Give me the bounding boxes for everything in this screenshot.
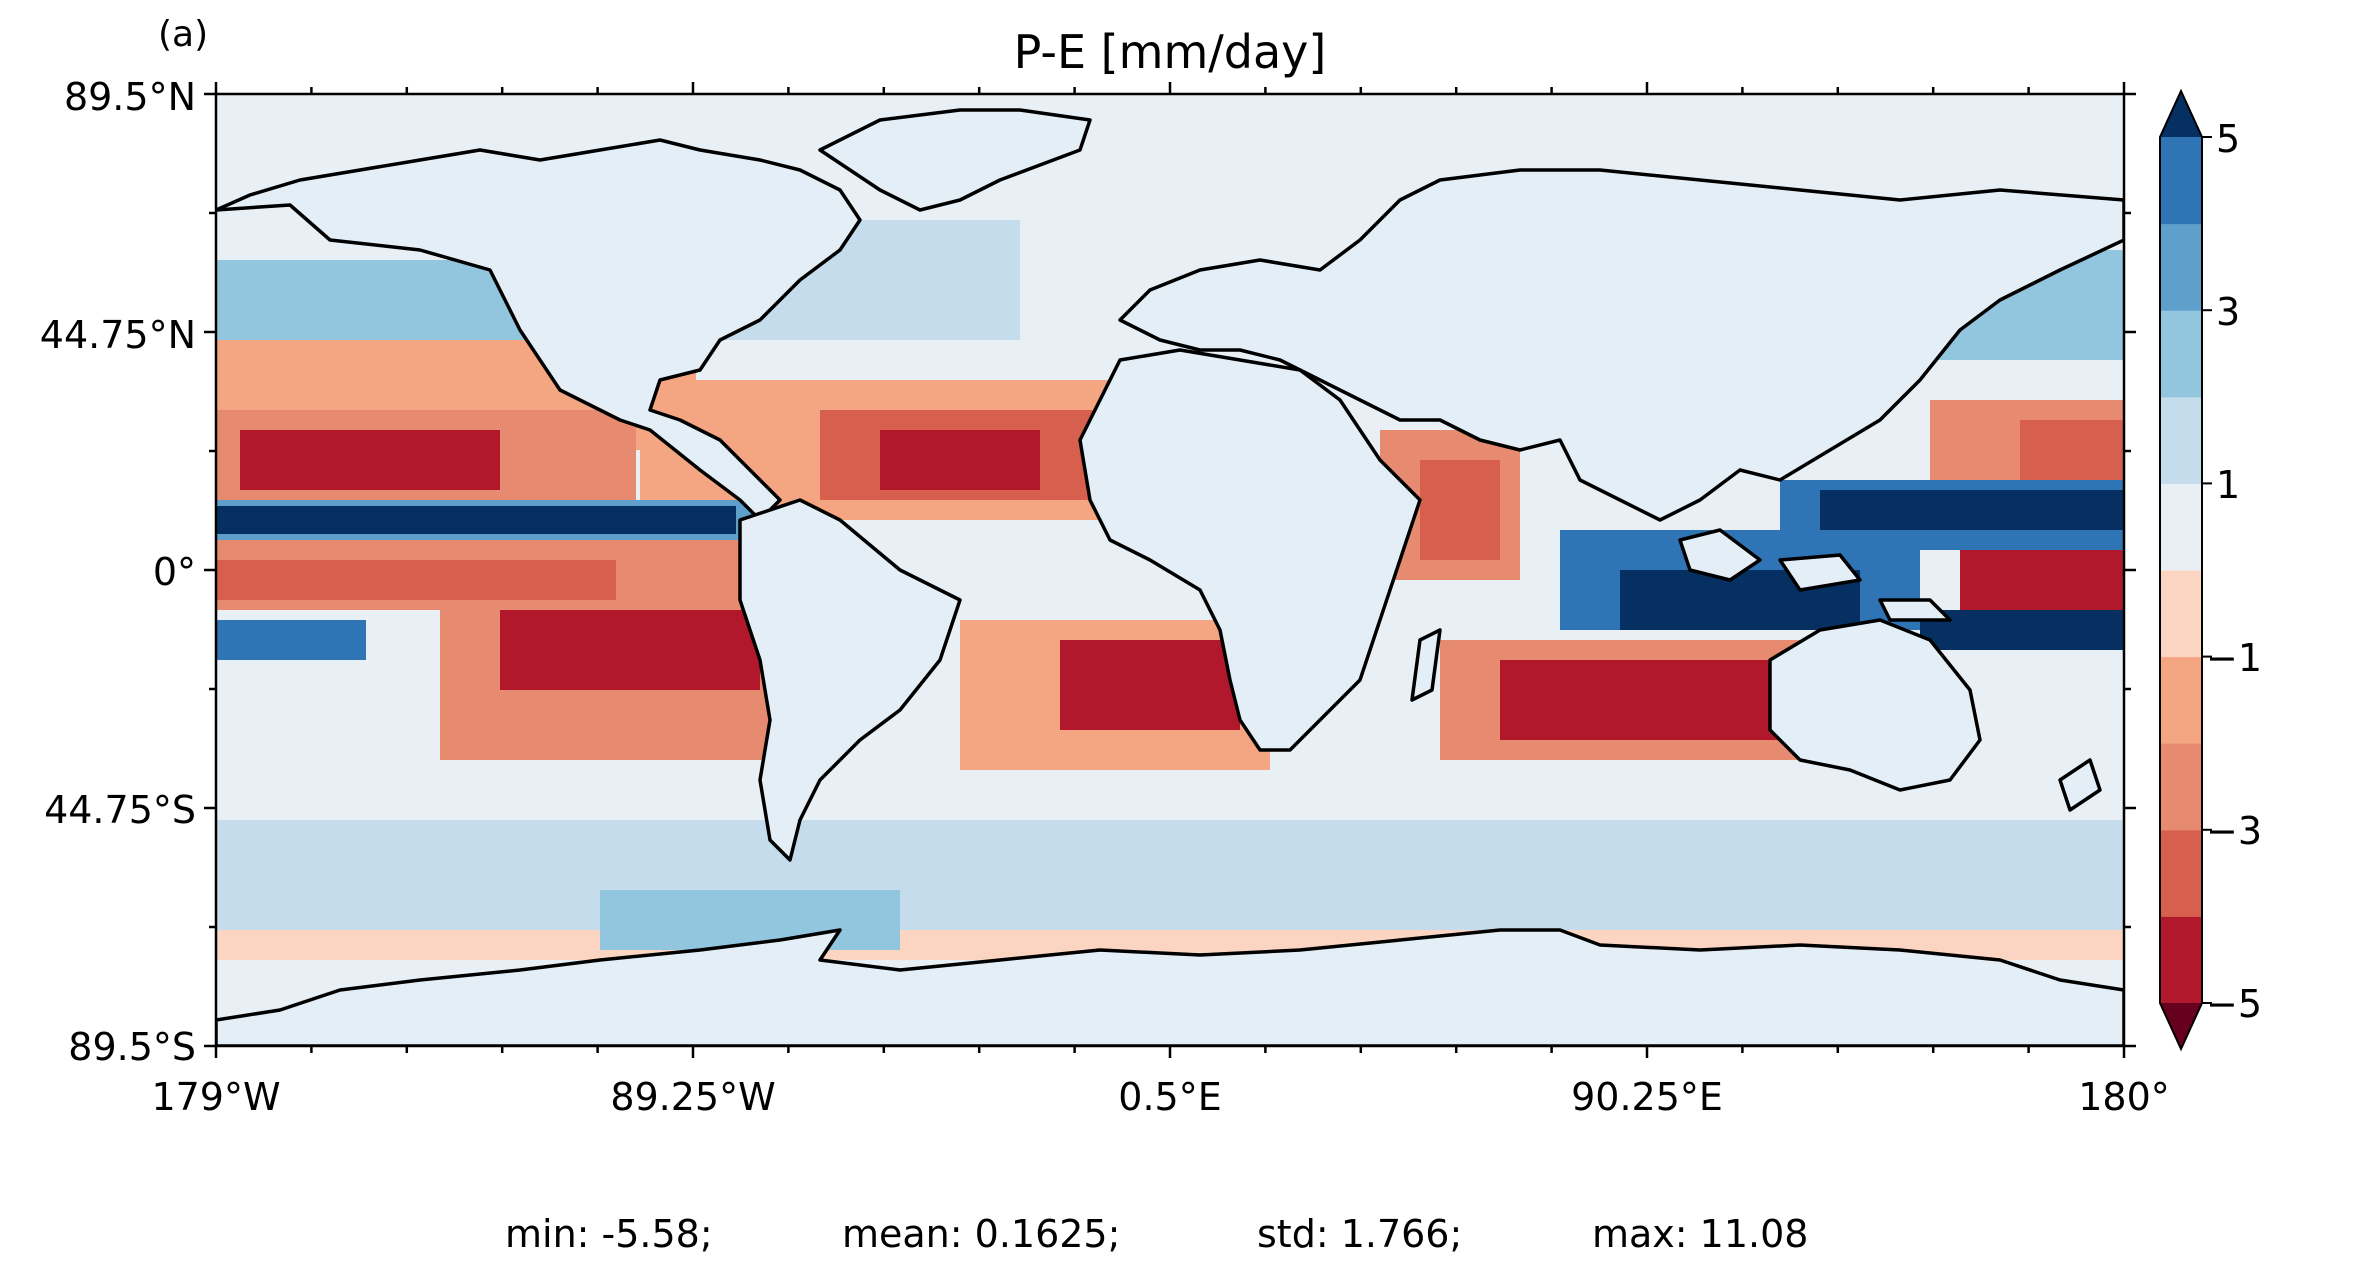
colorbar-segment: [2160, 396, 2202, 484]
colorbar: [2159, 88, 2212, 1052]
y-tick-label: 44.75°N: [40, 313, 196, 357]
colorbar-segment: [2160, 137, 2202, 225]
colorbar-tick-label: 5: [2216, 117, 2240, 161]
x-tick-label: 90.25°E: [1571, 1075, 1723, 1119]
colorbar-tick-label: 3: [2216, 290, 2240, 334]
australia-coast: [1768, 618, 1982, 792]
colorbar-segment: [2160, 916, 2202, 1004]
colorbar-tick-label: 1: [2216, 463, 2240, 507]
y-tick-label: 89.5°S: [68, 1025, 196, 1069]
colorbar-over-extension: [2160, 91, 2202, 137]
colorbar-segment: [2160, 310, 2202, 398]
stat-mean: mean: 0.1625;: [842, 1212, 1120, 1256]
colorbar-segment: [2160, 829, 2202, 917]
colorbar-segment: [2160, 223, 2202, 311]
stat-std: std: 1.766;: [1257, 1212, 1462, 1256]
colorbar-tick-label: −1: [2206, 636, 2262, 680]
greenland-coast: [818, 108, 1092, 212]
stat-max: max: 11.08: [1592, 1212, 1808, 1256]
statistics-line: min: -5.58; mean: 0.1625; std: 1.766; ma…: [505, 1212, 1808, 1256]
map-area: [216, 94, 2124, 1046]
north-america-coast: [216, 138, 862, 522]
map-ticks: [204, 82, 2136, 1058]
new-zealand-coast: [2058, 758, 2102, 812]
south-america-coast: [738, 498, 962, 862]
map-title: P-E [mm/day]: [1014, 25, 1327, 79]
colorbar-labels: 5 3 1 −1 −3 −5: [2206, 117, 2262, 1026]
colorbar-tick-label: −3: [2206, 809, 2262, 853]
madagascar-coast: [1410, 628, 1442, 702]
colorbar-segment: [2160, 570, 2202, 658]
y-tick-label: 0°: [153, 550, 196, 594]
africa-coast: [1078, 348, 1422, 752]
y-axis-labels: 89.5°N 44.75°N 0° 44.75°S 89.5°S: [40, 75, 196, 1069]
antarctica-coast: [216, 928, 2124, 1046]
x-tick-label: 179°W: [151, 1075, 280, 1119]
x-tick-label: 89.25°W: [610, 1075, 775, 1119]
colorbar-under-extension: [2160, 1003, 2202, 1049]
y-tick-label: 44.75°S: [44, 788, 196, 832]
y-tick-label: 89.5°N: [64, 75, 196, 119]
colorbar-segment: [2160, 743, 2202, 831]
colorbar-segment: [2160, 483, 2202, 571]
panel-label: (a): [158, 14, 208, 55]
x-tick-label: 0.5°E: [1118, 1075, 1221, 1119]
colorbar-segment: [2160, 656, 2202, 744]
x-axis-labels: 179°W 89.25°W 0.5°E 90.25°E 180°: [151, 1075, 2169, 1119]
colorbar-tick-label: −5: [2206, 982, 2262, 1026]
continents: [216, 108, 2124, 1046]
x-tick-label: 180°: [2078, 1075, 2170, 1119]
maritime-continent-islands: [1678, 528, 1952, 622]
eurasia-coast: [1118, 168, 2124, 522]
stat-min: min: -5.58;: [505, 1212, 713, 1256]
